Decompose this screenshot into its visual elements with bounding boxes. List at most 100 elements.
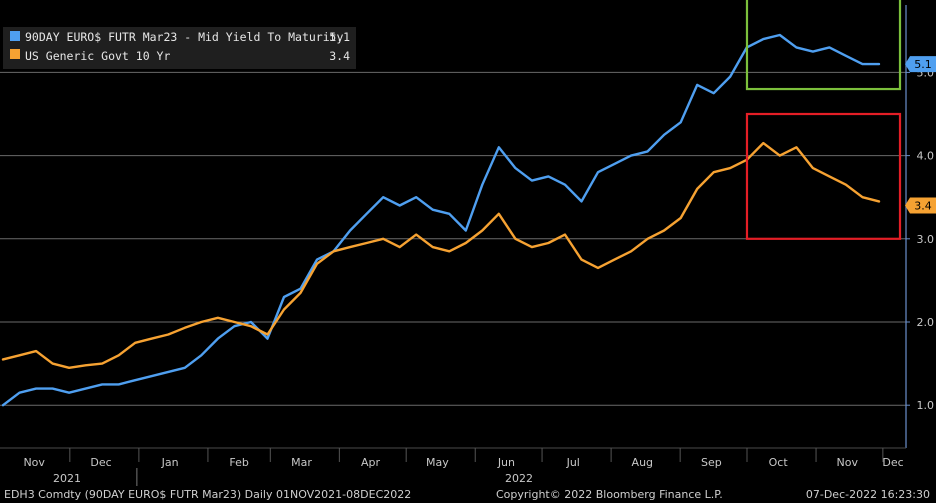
data-point <box>349 246 351 249</box>
data-point <box>84 387 87 390</box>
grid-lines <box>0 71 906 406</box>
legend-value-us10y: 3.4 <box>329 49 350 63</box>
x-tick-label: Dec <box>90 456 111 469</box>
y-tick-label: 4.0 <box>917 150 935 163</box>
data-point <box>812 167 814 170</box>
data-point <box>778 34 781 36</box>
data-point <box>250 325 252 328</box>
data-point <box>762 38 765 40</box>
x-tick-label: Jul <box>566 456 580 469</box>
data-point <box>580 200 583 203</box>
data-point <box>514 167 517 170</box>
y-tick-label: 2.0 <box>917 316 935 329</box>
annotation-boxes <box>745 0 902 240</box>
data-point <box>18 391 21 394</box>
data-point <box>415 233 418 236</box>
data-point <box>712 92 715 95</box>
data-point <box>464 229 467 232</box>
data-point <box>580 258 583 261</box>
data-point <box>547 175 550 178</box>
data-point <box>101 362 104 365</box>
data-point <box>696 188 699 190</box>
data-point <box>564 183 566 186</box>
data-point <box>134 379 137 382</box>
last-value-tags: 5.1 3.4 <box>905 56 936 214</box>
data-point <box>35 350 37 352</box>
x-year-label: 2021 <box>53 472 81 485</box>
data-point <box>514 237 517 240</box>
data-point <box>316 258 318 261</box>
data-point <box>35 387 37 390</box>
data-point <box>217 316 219 319</box>
data-point <box>2 358 4 361</box>
data-point <box>646 150 649 153</box>
data-point <box>531 179 533 182</box>
data-point <box>679 121 682 124</box>
data-point <box>630 154 632 157</box>
footer-timestamp: 07-Dec-2022 16:23:30 <box>806 488 930 501</box>
data-point <box>778 154 781 157</box>
data-point <box>431 246 434 249</box>
data-point <box>415 196 418 199</box>
data-point <box>382 196 385 199</box>
y-tick-label: 1.0 <box>917 399 935 412</box>
data-point <box>613 258 616 261</box>
x-tick-label: Feb <box>229 456 248 469</box>
data-point <box>696 84 699 86</box>
data-point <box>712 171 715 174</box>
data-point <box>382 237 385 240</box>
data-point <box>861 63 864 65</box>
data-point <box>51 387 54 390</box>
x-tick-label: Mar <box>291 456 312 469</box>
x-tick-label: Nov <box>836 456 858 469</box>
data-point <box>828 46 831 49</box>
data-point <box>200 321 203 323</box>
data-point <box>200 354 203 357</box>
x-axis: Nov Dec Jan Feb Mar Apr May Jun Jul Aug Sep Oct Nov D… <box>0 447 906 486</box>
data-point <box>349 229 351 232</box>
legend-label-us10y: US Generic Govt 10 Yr <box>25 49 170 63</box>
x-tick-label: Nov <box>23 456 45 469</box>
legend: 90DAY EURO$ FUTR Mar23 - Mid Yield To Ma… <box>3 27 356 69</box>
data-point <box>497 146 500 149</box>
data-point <box>250 321 252 323</box>
footer-security-info: EDH3 Comdty (90DAY EURO$ FUTR Mar23) Dai… <box>4 488 411 501</box>
x-tick-label: Oct <box>769 456 789 469</box>
data-point <box>283 308 285 311</box>
data-point <box>497 212 500 215</box>
series-line <box>1 33 881 407</box>
data-point <box>51 362 54 365</box>
data-point <box>845 54 847 57</box>
data-point <box>845 183 847 186</box>
footer: EDH3 Comdty (90DAY EURO$ FUTR Mar23) Dai… <box>0 486 936 503</box>
data-point <box>299 292 302 294</box>
red-highlight-box <box>745 112 902 240</box>
data-point <box>283 296 285 298</box>
x-tick-label: May <box>426 456 449 469</box>
data-point <box>150 337 153 340</box>
data-point <box>84 364 87 367</box>
data-point <box>167 333 170 336</box>
legend-label-eurodollar: 90DAY EURO$ FUTR Mar23 - Mid Yield To Ma… <box>25 30 344 44</box>
data-point <box>597 171 599 174</box>
data-point <box>117 383 120 386</box>
data-point <box>365 242 368 244</box>
legend-background <box>3 27 356 69</box>
data-point <box>531 246 533 249</box>
data-point <box>812 50 814 53</box>
data-point <box>679 217 682 219</box>
data-point <box>398 246 401 249</box>
data-point <box>365 212 368 215</box>
data-point <box>481 229 484 232</box>
data-point <box>233 321 236 323</box>
x-year-label: 2022 <box>505 472 533 485</box>
data-point <box>150 375 153 377</box>
data-point <box>448 250 451 253</box>
data-point <box>101 383 104 386</box>
data-point <box>332 250 335 253</box>
data-point <box>217 337 219 340</box>
data-point <box>398 204 401 207</box>
legend-swatch-eurodollar <box>10 31 20 41</box>
data-point <box>795 46 798 49</box>
series-us10y <box>1 141 881 369</box>
